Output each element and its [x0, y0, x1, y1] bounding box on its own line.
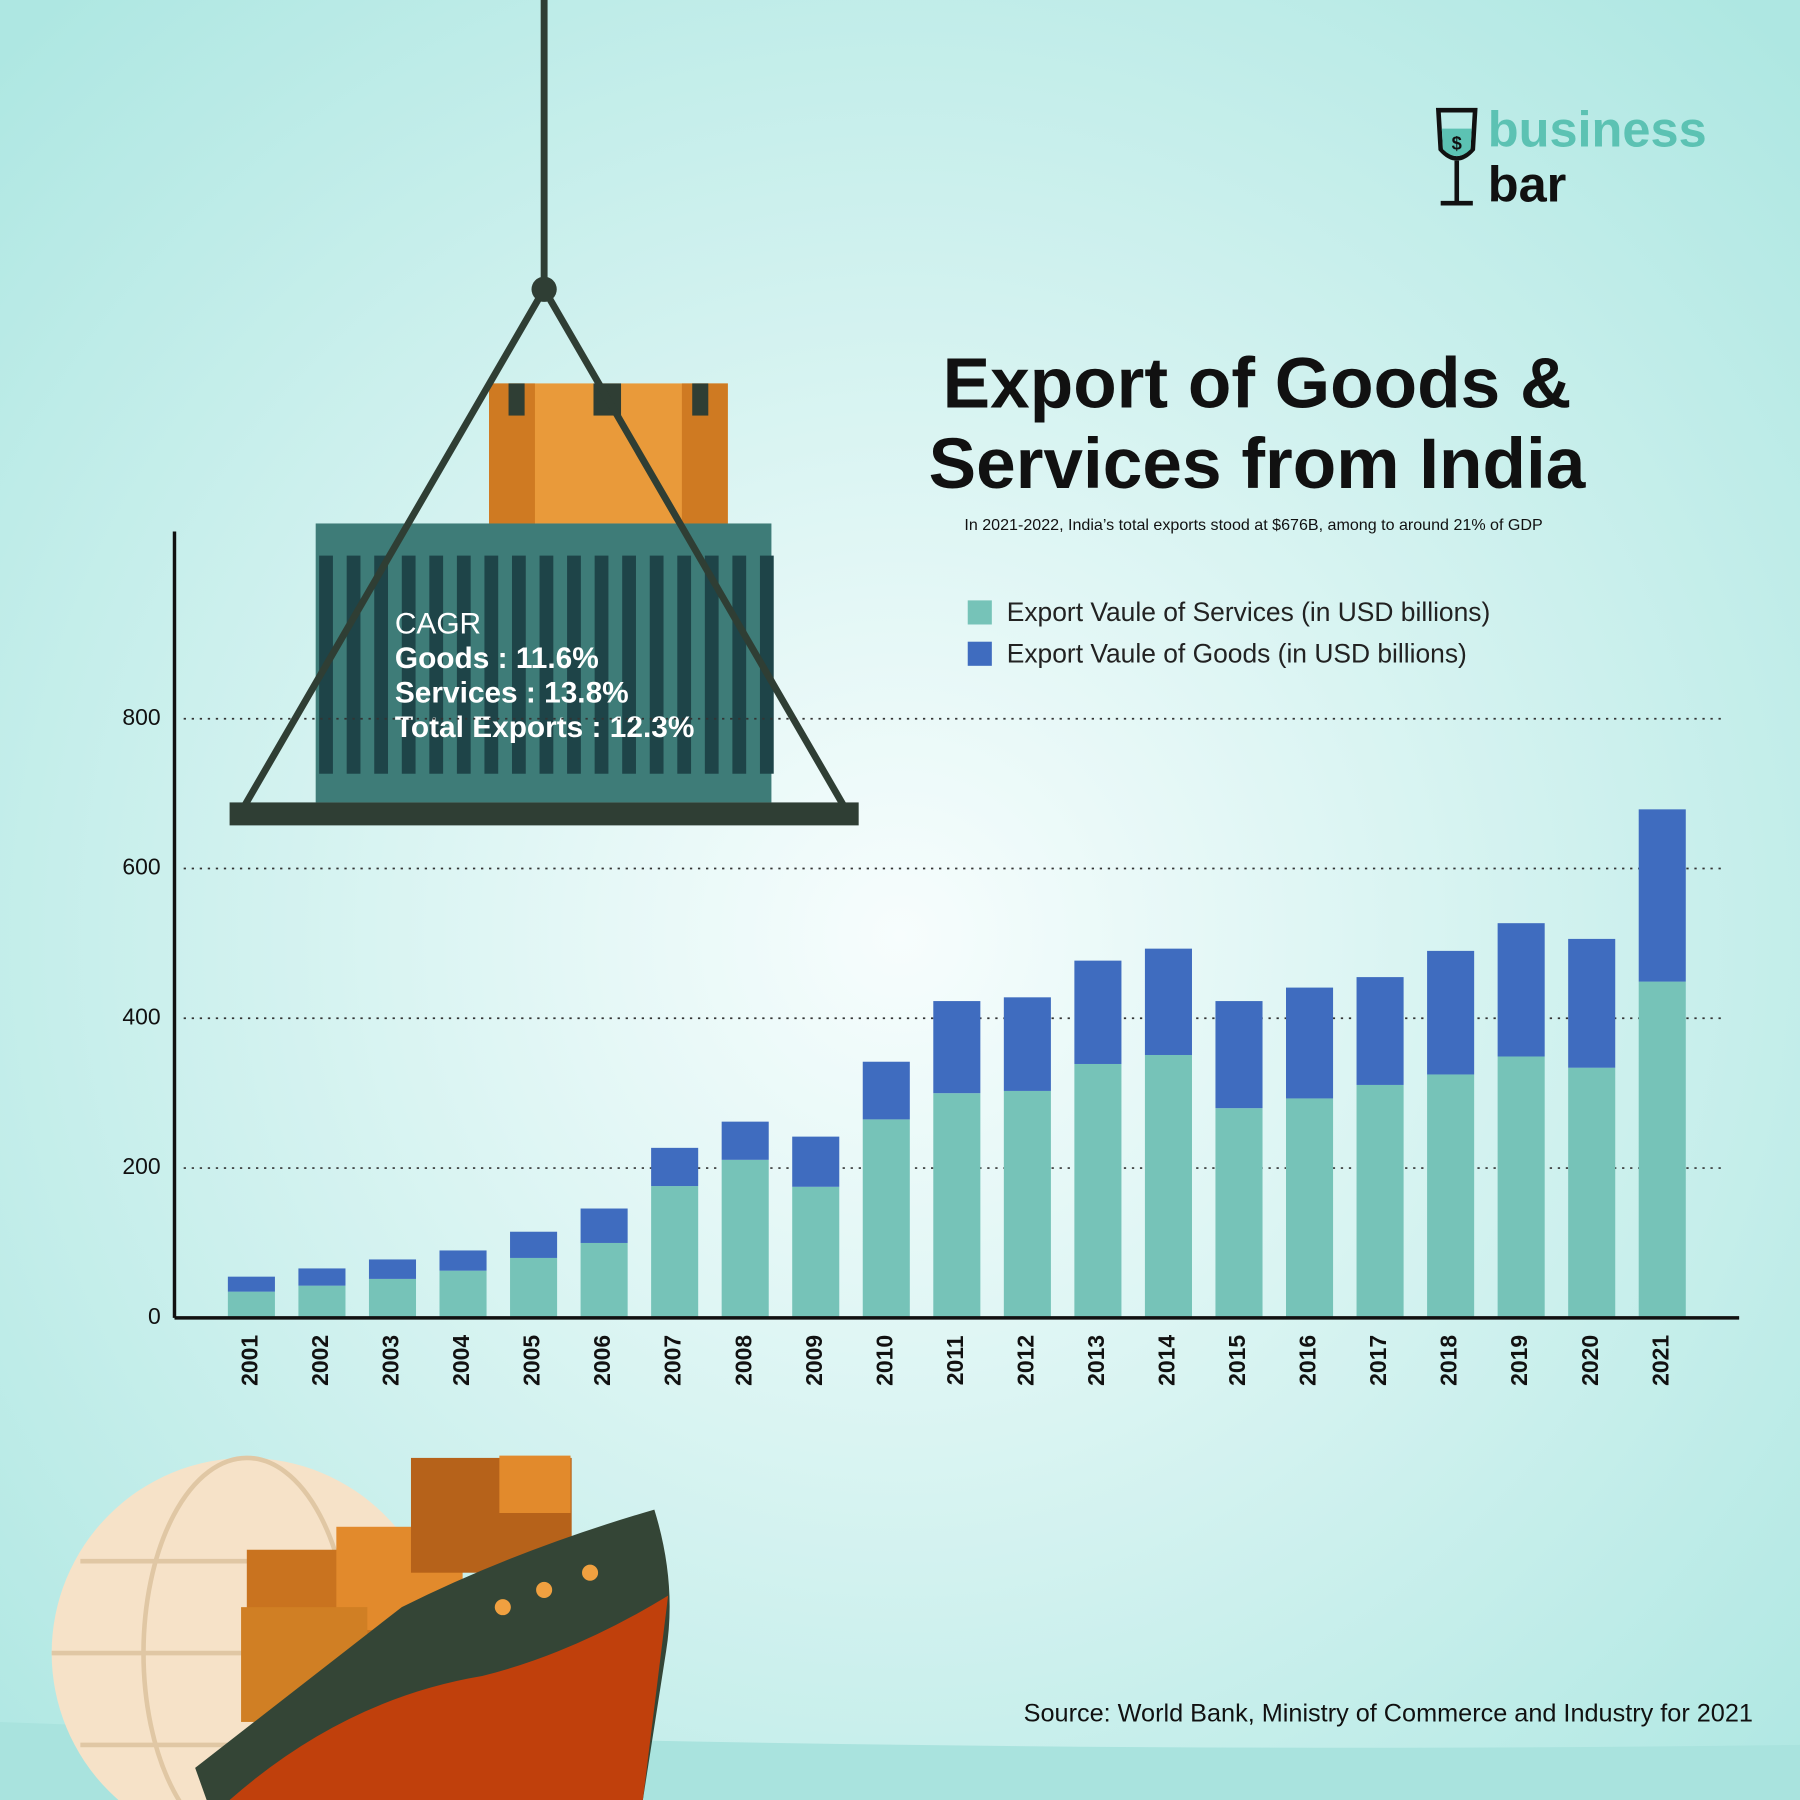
y-tick-label: 600 — [122, 854, 160, 880]
x-tick-label: 2013 — [1083, 1335, 1109, 1386]
bar-segment — [792, 1186, 840, 1318]
bar-segment — [439, 1270, 487, 1318]
bar-segment — [651, 1186, 699, 1318]
bar-segment — [227, 1291, 275, 1318]
bar-segment — [1356, 1084, 1404, 1318]
x-tick-label: 2004 — [448, 1335, 474, 1386]
bar-segment — [580, 1208, 628, 1243]
x-tick-label: 2003 — [378, 1335, 404, 1386]
bar-segment — [862, 1119, 910, 1318]
bar-segment — [580, 1242, 628, 1318]
logo-text: business — [1488, 101, 1707, 158]
bar-segment — [1497, 923, 1545, 1057]
x-tick-label: 2011 — [942, 1335, 968, 1385]
x-tick-label: 2002 — [307, 1335, 333, 1386]
ship-illustration — [51, 1455, 670, 1800]
x-tick-label: 2001 — [236, 1335, 262, 1386]
bar-segment — [1286, 987, 1334, 1099]
x-tick-label: 2017 — [1365, 1335, 1391, 1386]
bar-segment — [1568, 1067, 1616, 1318]
subtitle: In 2021-2022, India’s total exports stoo… — [964, 516, 1542, 534]
legend-swatch — [967, 641, 992, 666]
x-tick-label: 2007 — [660, 1335, 686, 1386]
bar-segment — [1286, 1098, 1334, 1318]
bar-segment — [1638, 809, 1686, 982]
bar-segment — [298, 1268, 346, 1286]
svg-text:$: $ — [1452, 132, 1462, 153]
x-tick-label: 2015 — [1224, 1335, 1250, 1386]
bar-segment — [1003, 1090, 1051, 1318]
bar-segment — [1427, 1074, 1475, 1318]
bar-segment — [368, 1259, 417, 1279]
bar-segment — [1497, 1056, 1545, 1318]
bar-segment — [510, 1257, 558, 1318]
bar-segment — [368, 1278, 417, 1318]
legend-label: Export Vaule of Goods (in USD billions) — [1007, 638, 1467, 668]
plot-area: 0 200 400 600 800 Export Vaule of Services (i… — [122, 531, 1740, 1386]
bar-segment — [1427, 950, 1475, 1075]
annotation: Goods : 11.6% — [395, 642, 599, 675]
x-tick-label: 2014 — [1154, 1335, 1180, 1386]
annotation: Services : 13.8% — [395, 676, 629, 709]
x-tick-label: 2012 — [1012, 1335, 1038, 1386]
bar-segment — [1003, 997, 1051, 1091]
x-tick-label: 2008 — [730, 1335, 756, 1386]
x-tick-label: 2010 — [871, 1335, 897, 1386]
bar-segment — [792, 1136, 840, 1187]
y-tick-label: 200 — [122, 1153, 160, 1179]
bar-segment — [1074, 1063, 1122, 1318]
bar-segment — [1568, 938, 1616, 1068]
bar-segment — [651, 1147, 699, 1187]
logo-text: bar — [1488, 156, 1567, 213]
bar-segment — [1215, 1001, 1263, 1109]
x-tick-label: 2009 — [801, 1335, 827, 1386]
bar-segment — [1356, 977, 1404, 1085]
bar-segment — [1074, 960, 1122, 1064]
bar-segment — [1144, 1054, 1192, 1318]
annotation: CAGR — [395, 608, 481, 641]
y-tick-label: 800 — [122, 704, 160, 730]
bar-segment — [1215, 1108, 1263, 1318]
bar-segment — [721, 1121, 769, 1160]
y-tick-label: 0 — [148, 1303, 161, 1329]
annotation: Total Exports : 12.3% — [395, 711, 694, 744]
y-tick-label: 400 — [122, 1003, 160, 1029]
legend-swatch — [967, 600, 992, 625]
x-tick-label: 2020 — [1577, 1335, 1603, 1386]
x-tick-label: 2018 — [1436, 1335, 1462, 1386]
source-note: Source: World Bank, Ministry of Commerce… — [1024, 1700, 1753, 1728]
bar-segment — [933, 1093, 981, 1318]
x-tick-label: 2019 — [1506, 1335, 1532, 1386]
bar-segment — [227, 1276, 275, 1292]
x-tick-label: 2021 — [1647, 1335, 1673, 1386]
x-tick-label: 2006 — [589, 1335, 615, 1386]
title-box: Export of Goods & Services from India — [928, 344, 1586, 504]
logo: $ business bar — [1435, 101, 1707, 213]
legend-label: Export Vaule of Services (in USD billion… — [1007, 597, 1491, 627]
bar-segment — [298, 1285, 346, 1318]
x-tick-label: 2005 — [519, 1335, 545, 1386]
chart-title: Export of Goods & Services from India — [928, 344, 1586, 504]
crane-illustration — [229, 0, 859, 826]
bar-segment — [862, 1061, 910, 1120]
bar-segment — [439, 1250, 487, 1271]
x-tick-label: 2016 — [1295, 1335, 1321, 1386]
bar-segment — [1638, 981, 1686, 1318]
bar-segment — [1144, 948, 1192, 1055]
bar-segment — [721, 1159, 769, 1318]
bar-segment — [933, 1001, 981, 1094]
bar-segment — [510, 1231, 558, 1258]
